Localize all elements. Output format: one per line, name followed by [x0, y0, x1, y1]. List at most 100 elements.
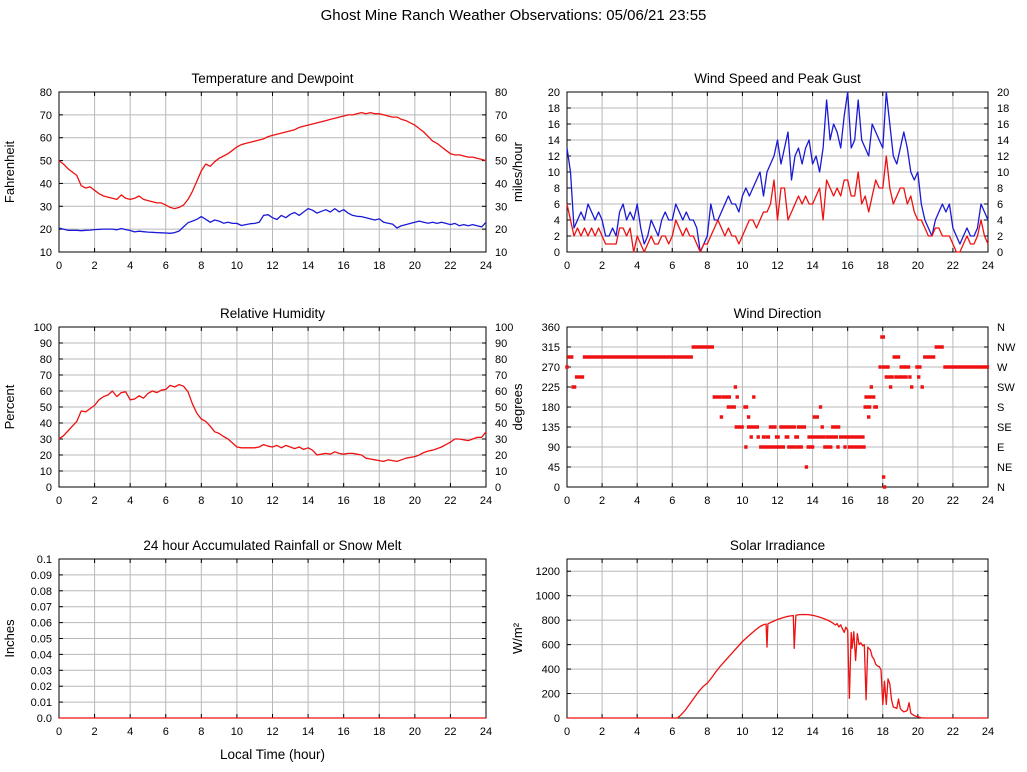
x-tick-label: 4: [634, 495, 640, 507]
x-tick-label: 0: [56, 495, 62, 507]
y-tick-label: 70: [40, 370, 52, 382]
y-tick-label: 20: [40, 224, 52, 236]
x-tick-label: 6: [163, 260, 169, 272]
chart-title: Relative Humidity: [220, 306, 325, 321]
right-tick-label: 20: [495, 450, 507, 462]
right-tick-label: NW: [997, 342, 1016, 354]
y-tick-label: 20: [548, 87, 560, 99]
tick-marks: [566, 326, 989, 488]
y-tick-label: 0.05: [31, 634, 52, 646]
y-tick-label: 0.08: [31, 586, 52, 598]
x-tick-label: 0: [56, 726, 62, 738]
y-tick-label: 200: [542, 689, 560, 701]
right-tick-label: 6: [997, 199, 1003, 211]
y-axis-label: W/m²: [510, 622, 525, 654]
chart-title: Solar Irradiance: [730, 538, 825, 553]
right-tick-label: 70: [495, 110, 507, 122]
y-tick-label: 360: [542, 322, 560, 334]
y-axis-label: Fahrenheit: [2, 141, 17, 204]
y-tick-label: 60: [40, 133, 52, 145]
y-tick-label: 100: [34, 322, 52, 334]
y-tick-label: 1200: [536, 566, 560, 578]
y-tick-label: 14: [548, 135, 560, 147]
right-tick-label: 90: [495, 338, 507, 350]
y-tick-label: 80: [40, 87, 52, 99]
x-tick-label: 2: [599, 726, 605, 738]
tick-marks: [58, 91, 487, 253]
right-tick-label: SE: [997, 422, 1012, 434]
y-tick-label: 90: [548, 442, 560, 454]
x-tick-label: 8: [704, 726, 710, 738]
y-tick-label: 50: [40, 156, 52, 168]
x-tick-label: 0: [564, 495, 570, 507]
x-tick-label: 16: [338, 260, 350, 272]
right-tick-label: 10: [495, 466, 507, 478]
right-tick-label: 80: [495, 354, 507, 366]
tick-marks: [58, 326, 487, 488]
x-tick-label: 20: [409, 260, 421, 272]
x-tick-label: 4: [127, 260, 133, 272]
x-tick-label: 14: [302, 726, 314, 738]
right-tick-label: 4: [997, 215, 1003, 227]
x-axis-label: Local Time (hour): [220, 747, 325, 762]
y-axis-label: degrees: [510, 383, 525, 430]
x-tick-label: 2: [92, 495, 98, 507]
y-tick-label: 1000: [536, 591, 560, 603]
right-tick-label: 60: [495, 386, 507, 398]
x-tick-label: 10: [231, 260, 243, 272]
y-tick-label: 0.06: [31, 618, 52, 630]
x-tick-label: 12: [771, 726, 783, 738]
x-tick-label: 12: [266, 260, 278, 272]
right-tick-label: 20: [495, 224, 507, 236]
right-tick-label: W: [997, 362, 1008, 374]
y-tick-label: 0: [554, 713, 560, 725]
x-tick-label: 16: [338, 726, 350, 738]
series-relative-humidity: [58, 383, 487, 463]
x-tick-label: 4: [127, 726, 133, 738]
x-tick-label: 10: [736, 726, 748, 738]
x-tick-label: 4: [634, 260, 640, 272]
y-tick-label: 4: [554, 215, 560, 227]
chart-title: Temperature and Dewpoint: [191, 71, 353, 86]
x-tick-label: 18: [877, 260, 889, 272]
y-tick-label: 10: [40, 466, 52, 478]
right-tick-label: 0: [997, 247, 1003, 259]
x-tick-label: 8: [198, 495, 204, 507]
y-tick-label: 225: [542, 382, 560, 394]
x-tick-label: 22: [444, 726, 456, 738]
x-tick-label: 22: [947, 260, 959, 272]
right-tick-label: 10: [495, 247, 507, 259]
right-tick-label: SW: [997, 382, 1015, 394]
right-tick-label: 20: [997, 87, 1009, 99]
right-tick-label: 12: [997, 151, 1009, 163]
y-axis-label: Inches: [2, 619, 17, 658]
x-tick-label: 10: [231, 495, 243, 507]
right-tick-label: 40: [495, 418, 507, 430]
right-tick-label: 50: [495, 156, 507, 168]
chart-title: Wind Speed and Peak Gust: [694, 71, 861, 86]
y-tick-label: 0.1: [37, 554, 52, 566]
page-title: Ghost Mine Ranch Weather Observations: 0…: [320, 7, 707, 24]
right-tick-label: 30: [495, 434, 507, 446]
x-tick-label: 14: [806, 726, 818, 738]
x-tick-label: 6: [669, 726, 675, 738]
x-tick-label: 6: [669, 495, 675, 507]
x-tick-label: 18: [373, 260, 385, 272]
x-tick-label: 14: [302, 495, 314, 507]
x-tick-label: 22: [947, 726, 959, 738]
y-tick-label: 12: [548, 151, 560, 163]
right-tick-label: 14: [997, 135, 1009, 147]
x-tick-label: 22: [947, 495, 959, 507]
chart-rainfall: 0.0 0.01 0.02 0.03 0.04 0.05 0.06 0.07 0.08 0.09 0…: [2, 538, 492, 762]
x-tick-label: 20: [409, 726, 421, 738]
x-tick-label: 2: [92, 260, 98, 272]
right-tick-label: 70: [495, 370, 507, 382]
x-tick-label: 18: [373, 495, 385, 507]
x-tick-label: 22: [444, 260, 456, 272]
x-tick-label: 18: [877, 726, 889, 738]
right-tick-label: S: [997, 402, 1004, 414]
